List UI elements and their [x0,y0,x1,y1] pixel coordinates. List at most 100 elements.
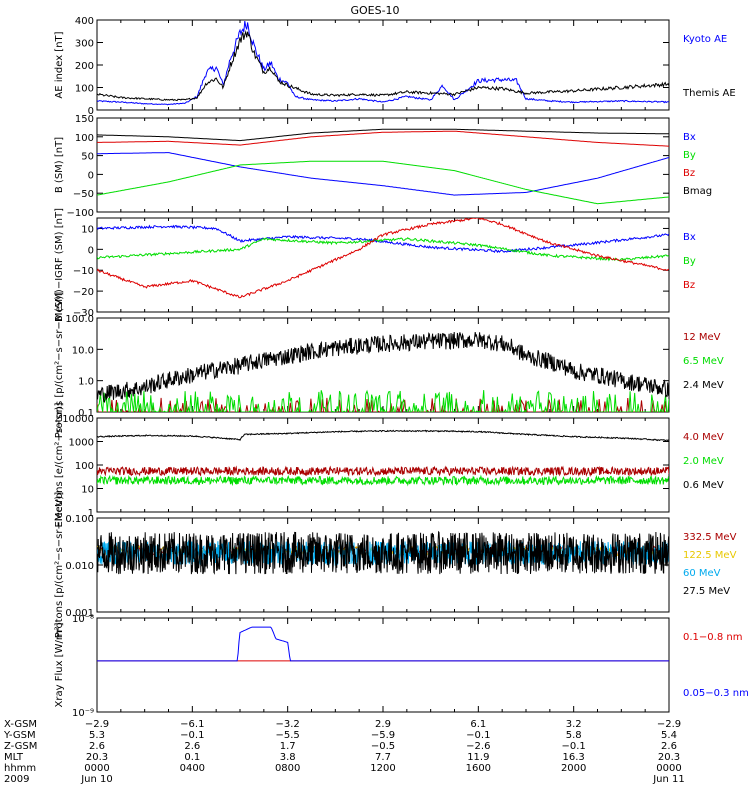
ephemeris-cell: 2.6 [89,741,105,752]
y-tick-label: 100 [75,133,94,144]
y-tick-label: 400 [75,16,94,27]
series-27-5-mev [97,530,669,575]
y-axis-label: AE index [nT] [54,31,65,98]
series-kyoto-ae [97,21,669,106]
y-axis-label: B (SM) [nT] [54,137,65,193]
ephemeris-table: X-GSMY-GSMZ-GSMMLThhmm2009−2.95.32.620.3… [3,719,685,785]
y-axis-label: Electrons [e/(cm²−s−sr)] [54,402,65,527]
y-axis-label: Xray Flux [W/m²] [54,622,65,707]
y-tick-label: 10 [81,485,94,496]
ephemeris-cell: −5.9 [371,730,395,741]
y-tick-label: 10⁻⁹ [72,708,94,719]
legend-0-05-0-3-nm: 0.05−0.3 nm [683,688,749,699]
panel-frame [96,217,670,313]
ephemeris-cell: −0.1 [466,730,490,741]
y-tick-label: −100 [67,208,94,219]
y-tick-label: 10⁻⁸ [72,614,94,625]
panel-frame [96,617,670,713]
ephemeris-cell: 11.9 [467,752,489,763]
legend-0-1-0-8-nm: 0.1−0.8 nm [683,632,742,643]
y-tick-label: −50 [73,189,94,200]
ephemeris-cell: 7.7 [375,752,391,763]
y-tick-label: 100 [75,84,94,95]
y-tick-label: −30 [73,308,94,319]
ephemeris-cell: 2.9 [375,719,391,730]
ephemeris-cell: −3.2 [276,719,300,730]
ephemeris-cell: −2.9 [657,719,681,730]
ephemeris-row-label: MLT [4,752,24,763]
ephemeris-row-label: X-GSM [4,719,37,730]
series-bmag [97,128,669,142]
series-2-4-mev [97,331,669,403]
legend-bmag: Bmag [683,186,712,197]
ephemeris-cell: 3.8 [280,752,296,763]
panel-2: −100 −50 0 50 100 150 B (SM) [nT] Bx By Bz Bmag [54,114,712,219]
legend-bz: Bz [683,280,695,291]
y-tick-label: 100.0 [65,314,94,325]
y-tick-label: 0 [88,106,94,117]
legend-kyoto-ae: Kyoto AE [683,34,727,45]
y-tick-label: 0.010 [65,561,94,572]
ephemeris-cell: −0.5 [371,741,395,752]
series-4-0-mev [97,465,669,478]
legend-by: By [683,256,696,267]
ephemeris-cell: 20.3 [658,752,680,763]
panel-1: 0 100 200 300 400 AE index [nT] Kyoto AE Themis… [54,16,736,117]
ephemeris-cell: 0000 [656,763,681,774]
series-0-6-mev [97,429,669,442]
y-tick-label: 1.0 [78,377,94,388]
legend-27-5-mev: 27.5 MeV [683,586,730,597]
legend-2-0-mev: 2.0 MeV [683,456,724,467]
y-tick-label: 0 [88,245,94,256]
ephemeris-cell: −0.1 [562,741,586,752]
ephemeris-row-label: 2009 [4,774,29,785]
ephemeris-cell: −0.1 [180,730,204,741]
ephemeris-cell: −5.5 [276,730,300,741]
legend-by: By [683,150,696,161]
y-tick-label: 10 [81,224,94,235]
y-tick-label: 10000 [62,414,94,425]
ephemeris-cell: 1.7 [280,741,296,752]
ephemeris-row-label: hhmm [4,763,36,774]
y-axis-label: Protons [p/(cm²−s−sr−MeV)] [54,292,65,439]
ephemeris-cell: 20.3 [86,752,108,763]
legend-4-0-mev: 4.0 MeV [683,432,724,443]
ephemeris-row-label: Y-GSM [3,730,36,741]
y-axis-label: B (SM)−IGRF (SM) [nT] [54,208,65,322]
legend-0-6-mev: 0.6 MeV [683,480,724,491]
ephemeris-cell: 0.1 [184,752,200,763]
ephemeris-cell: −2.9 [85,719,109,730]
series-by [97,160,669,205]
legend-bx: Bx [683,132,696,143]
panel-frame [96,19,670,111]
y-tick-label: 1000 [69,438,94,449]
y-tick-label: 10.0 [72,345,94,356]
legend-bz: Bz [683,168,695,179]
series-bx [97,224,669,254]
series-by [97,237,669,262]
ephemeris-row-label: Z-GSM [4,741,37,752]
y-tick-label: 200 [75,61,94,72]
legend-themis-ae: Themis AE [682,88,736,99]
y-tick-label: −10 [73,266,94,277]
ephemeris-cell: 5.8 [566,730,582,741]
ephemeris-cell: Jun 10 [80,774,113,785]
plot-title: GOES-10 [350,4,399,17]
ephemeris-cell: 2.6 [661,741,677,752]
ephemeris-cell: 0000 [84,763,109,774]
panel-frame [96,517,670,613]
ephemeris-cell: 16.3 [563,752,585,763]
series-2-0-mev [97,474,669,487]
legend-332-5-mev: 332.5 MeV [683,532,737,543]
legend-bx: Bx [683,232,696,243]
panel-frame [96,417,670,513]
ephemeris-cell: 1600 [466,763,491,774]
y-tick-label: 0.100 [65,514,94,525]
legend-12-mev: 12 MeV [683,332,721,343]
legend-60-mev: 60 MeV [683,568,721,579]
y-tick-label: 0.1 [78,408,94,419]
y-tick-label: 0.001 [65,608,94,619]
ephemeris-cell: 2000 [561,763,586,774]
